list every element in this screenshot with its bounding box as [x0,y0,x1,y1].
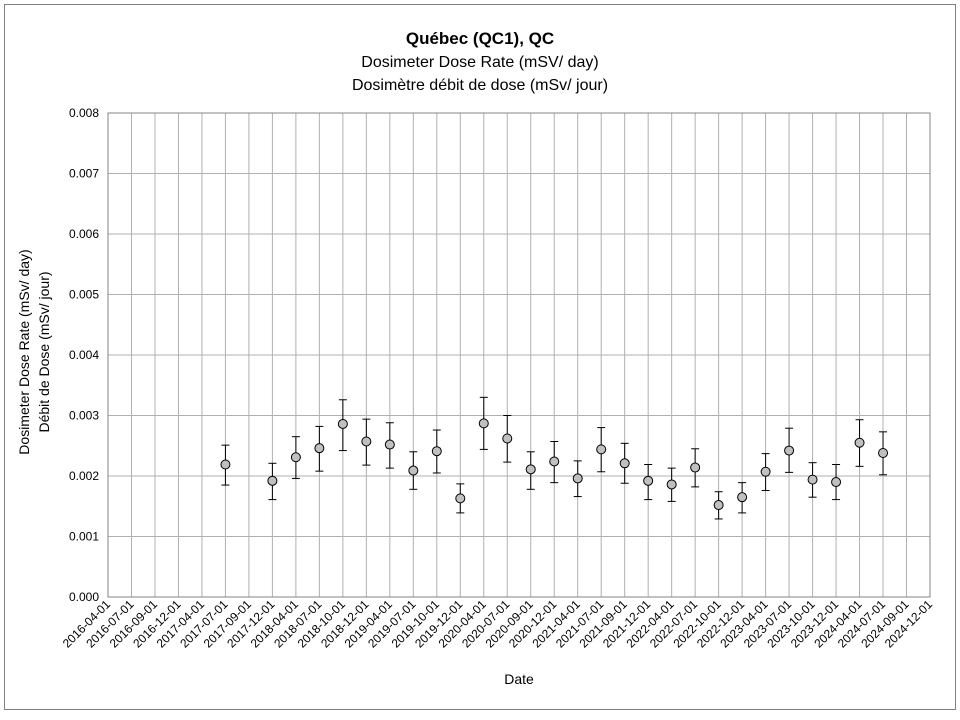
data-point [713,500,724,511]
chart-title: Québec (QC1), QC [406,29,554,48]
data-point [455,493,466,504]
data-point [760,466,771,477]
data-points [220,418,889,511]
data-point [478,418,489,429]
data-point [784,445,795,456]
data-point [831,477,842,488]
chart-subtitle-fr: Dosimètre débit de dose (mSv/ jour) [352,77,608,94]
data-point [572,473,583,484]
y-tick-label: 0.004 [69,348,99,362]
data-point [619,458,630,469]
y-tick-label: 0.000 [69,590,99,604]
y-tick-label: 0.007 [69,167,99,181]
data-point [549,456,560,467]
data-point [408,465,419,476]
y-tick-label: 0.002 [69,469,99,483]
data-point [337,418,348,429]
data-point [290,452,301,463]
y-tick-label: 0.003 [69,409,99,423]
chart-border [4,4,956,710]
data-point [807,474,818,485]
data-point [690,462,701,473]
x-axis-title: Date [504,671,534,687]
data-point [314,443,325,454]
chart-subtitle-en: Dosimeter Dose Rate (mSV/ day) [361,54,598,71]
y-tick-label: 0.001 [69,530,99,544]
y-tick-label: 0.005 [69,288,99,302]
y-tick-label: 0.006 [69,227,99,241]
plot-area [107,112,931,598]
data-point [525,464,536,475]
data-point [361,436,372,447]
data-point [854,437,865,448]
y-tick-labels: 0.000 0.001 0.002 0.003 0.004 0.005 0.006 0.007… [69,106,99,604]
data-point [431,446,442,457]
y-tick-label: 0.008 [69,106,99,120]
data-point [666,479,677,490]
data-point [643,475,654,486]
data-point [878,448,889,459]
data-point [267,475,278,486]
data-point [384,439,395,450]
data-point [737,492,748,503]
data-point [220,459,231,470]
y-axis-title-fr: Débit de Dose (mSv/ jour) [36,271,52,432]
data-point [502,433,513,444]
y-axis-title-en: Dosimeter Dose Rate (mSv/ day) [16,249,32,454]
data-point [596,444,607,455]
